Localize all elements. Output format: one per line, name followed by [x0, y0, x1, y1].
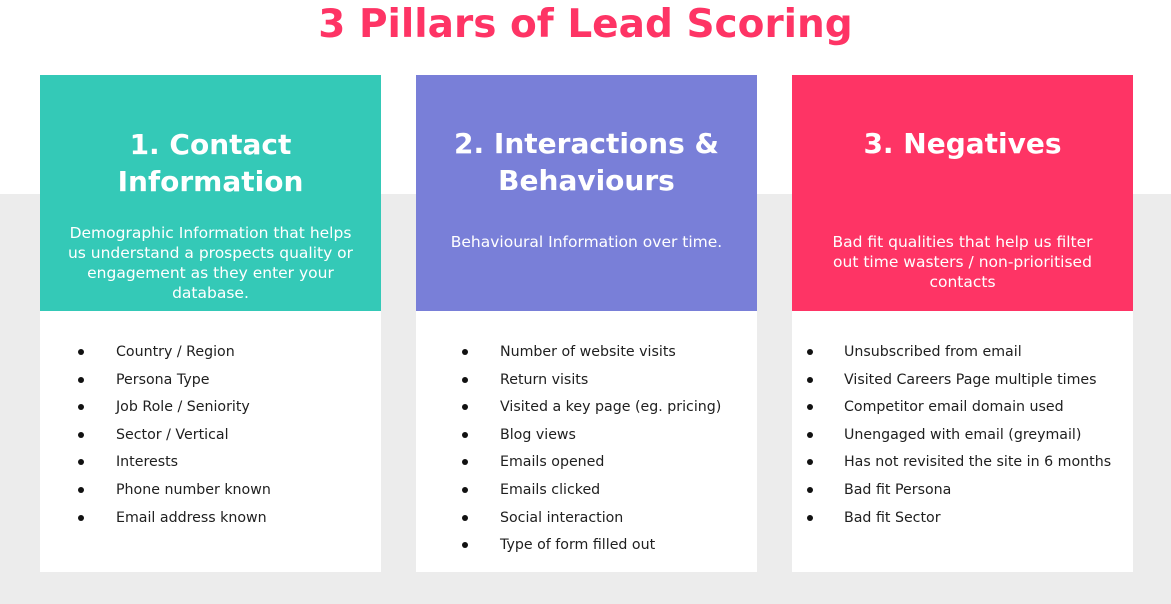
bullet-icon: [807, 459, 813, 466]
list-item: Visited a key page (eg. pricing): [416, 396, 757, 424]
bullet-icon: [807, 486, 813, 493]
page-title: 3 Pillars of Lead Scoring: [318, 2, 853, 47]
list-item: Type of form filled out: [416, 534, 757, 562]
pillar-negatives: 3. Negatives Bad fit qualities that help…: [792, 75, 1133, 572]
bullet-icon: [78, 376, 84, 383]
pillar-contact-information: 1. Contact Information Demographic Infor…: [40, 75, 381, 572]
list-item: Return visits: [416, 369, 757, 397]
list-item: Visited Careers Page multiple times: [792, 369, 1133, 397]
list-item: Number of website visits: [416, 341, 757, 369]
list-item: Country / Region: [40, 341, 381, 369]
list-item: Email address known: [40, 507, 381, 535]
bullet-icon: [462, 376, 468, 383]
bullet-icon: [462, 349, 468, 355]
list-item: Competitor email domain used: [792, 396, 1133, 424]
bullet-icon: [78, 431, 84, 438]
list-item: Social interaction: [416, 507, 757, 535]
pillar-title: 2. Interactions & Behaviours: [454, 127, 719, 197]
list-item: Unengaged with email (greymail): [792, 424, 1133, 452]
pillar-header: 2. Interactions & Behaviours Behavioural…: [416, 75, 757, 311]
list-item: Unsubscribed from email: [792, 341, 1133, 369]
bullet-icon: [462, 459, 468, 466]
pillar-item-list: Country / Region Persona Type Job Role /…: [40, 341, 381, 534]
pillar-description: Bad fit qualities that help us filter ou…: [832, 233, 1093, 291]
list-item: Job Role / Seniority: [40, 396, 381, 424]
pillar-header: 3. Negatives Bad fit qualities that help…: [792, 75, 1133, 311]
pillar-description: Demographic Information that helps us un…: [67, 224, 354, 302]
pillar-header: 1. Contact Information Demographic Infor…: [40, 75, 381, 311]
list-item: Blog views: [416, 424, 757, 452]
bullet-icon: [807, 349, 813, 355]
bullet-icon: [807, 404, 813, 411]
bullet-icon: [78, 459, 84, 466]
list-item: Sector / Vertical: [40, 424, 381, 452]
bullet-icon: [78, 486, 84, 493]
bullet-icon: [462, 404, 468, 411]
bullet-icon: [807, 376, 813, 383]
list-item: Phone number known: [40, 479, 381, 507]
pillar-item-list: Unsubscribed from email Visited Careers …: [792, 341, 1133, 534]
list-item: Persona Type: [40, 369, 381, 397]
bullet-icon: [807, 514, 813, 521]
list-item: Interests: [40, 451, 381, 479]
pillar-title: 3. Negatives: [863, 127, 1062, 160]
bullet-icon: [78, 404, 84, 411]
bullet-icon: [78, 349, 84, 355]
bullet-icon: [807, 431, 813, 438]
pillar-item-list: Number of website visits Return visits V…: [416, 341, 757, 562]
list-item: Bad fit Sector: [792, 507, 1133, 535]
bullet-icon: [462, 486, 468, 493]
bullet-icon: [462, 514, 468, 521]
pillar-interactions-behaviours: 2. Interactions & Behaviours Behavioural…: [416, 75, 757, 572]
bullet-icon: [78, 514, 84, 521]
bullet-icon: [462, 542, 468, 549]
pillar-description: Behavioural Information over time.: [450, 233, 723, 251]
list-item: Bad fit Persona: [792, 479, 1133, 507]
list-item: Has not revisited the site in 6 months: [792, 451, 1133, 479]
pillar-title: 1. Contact Information: [117, 128, 304, 198]
list-item: Emails opened: [416, 451, 757, 479]
list-item: Emails clicked: [416, 479, 757, 507]
bullet-icon: [462, 431, 468, 438]
